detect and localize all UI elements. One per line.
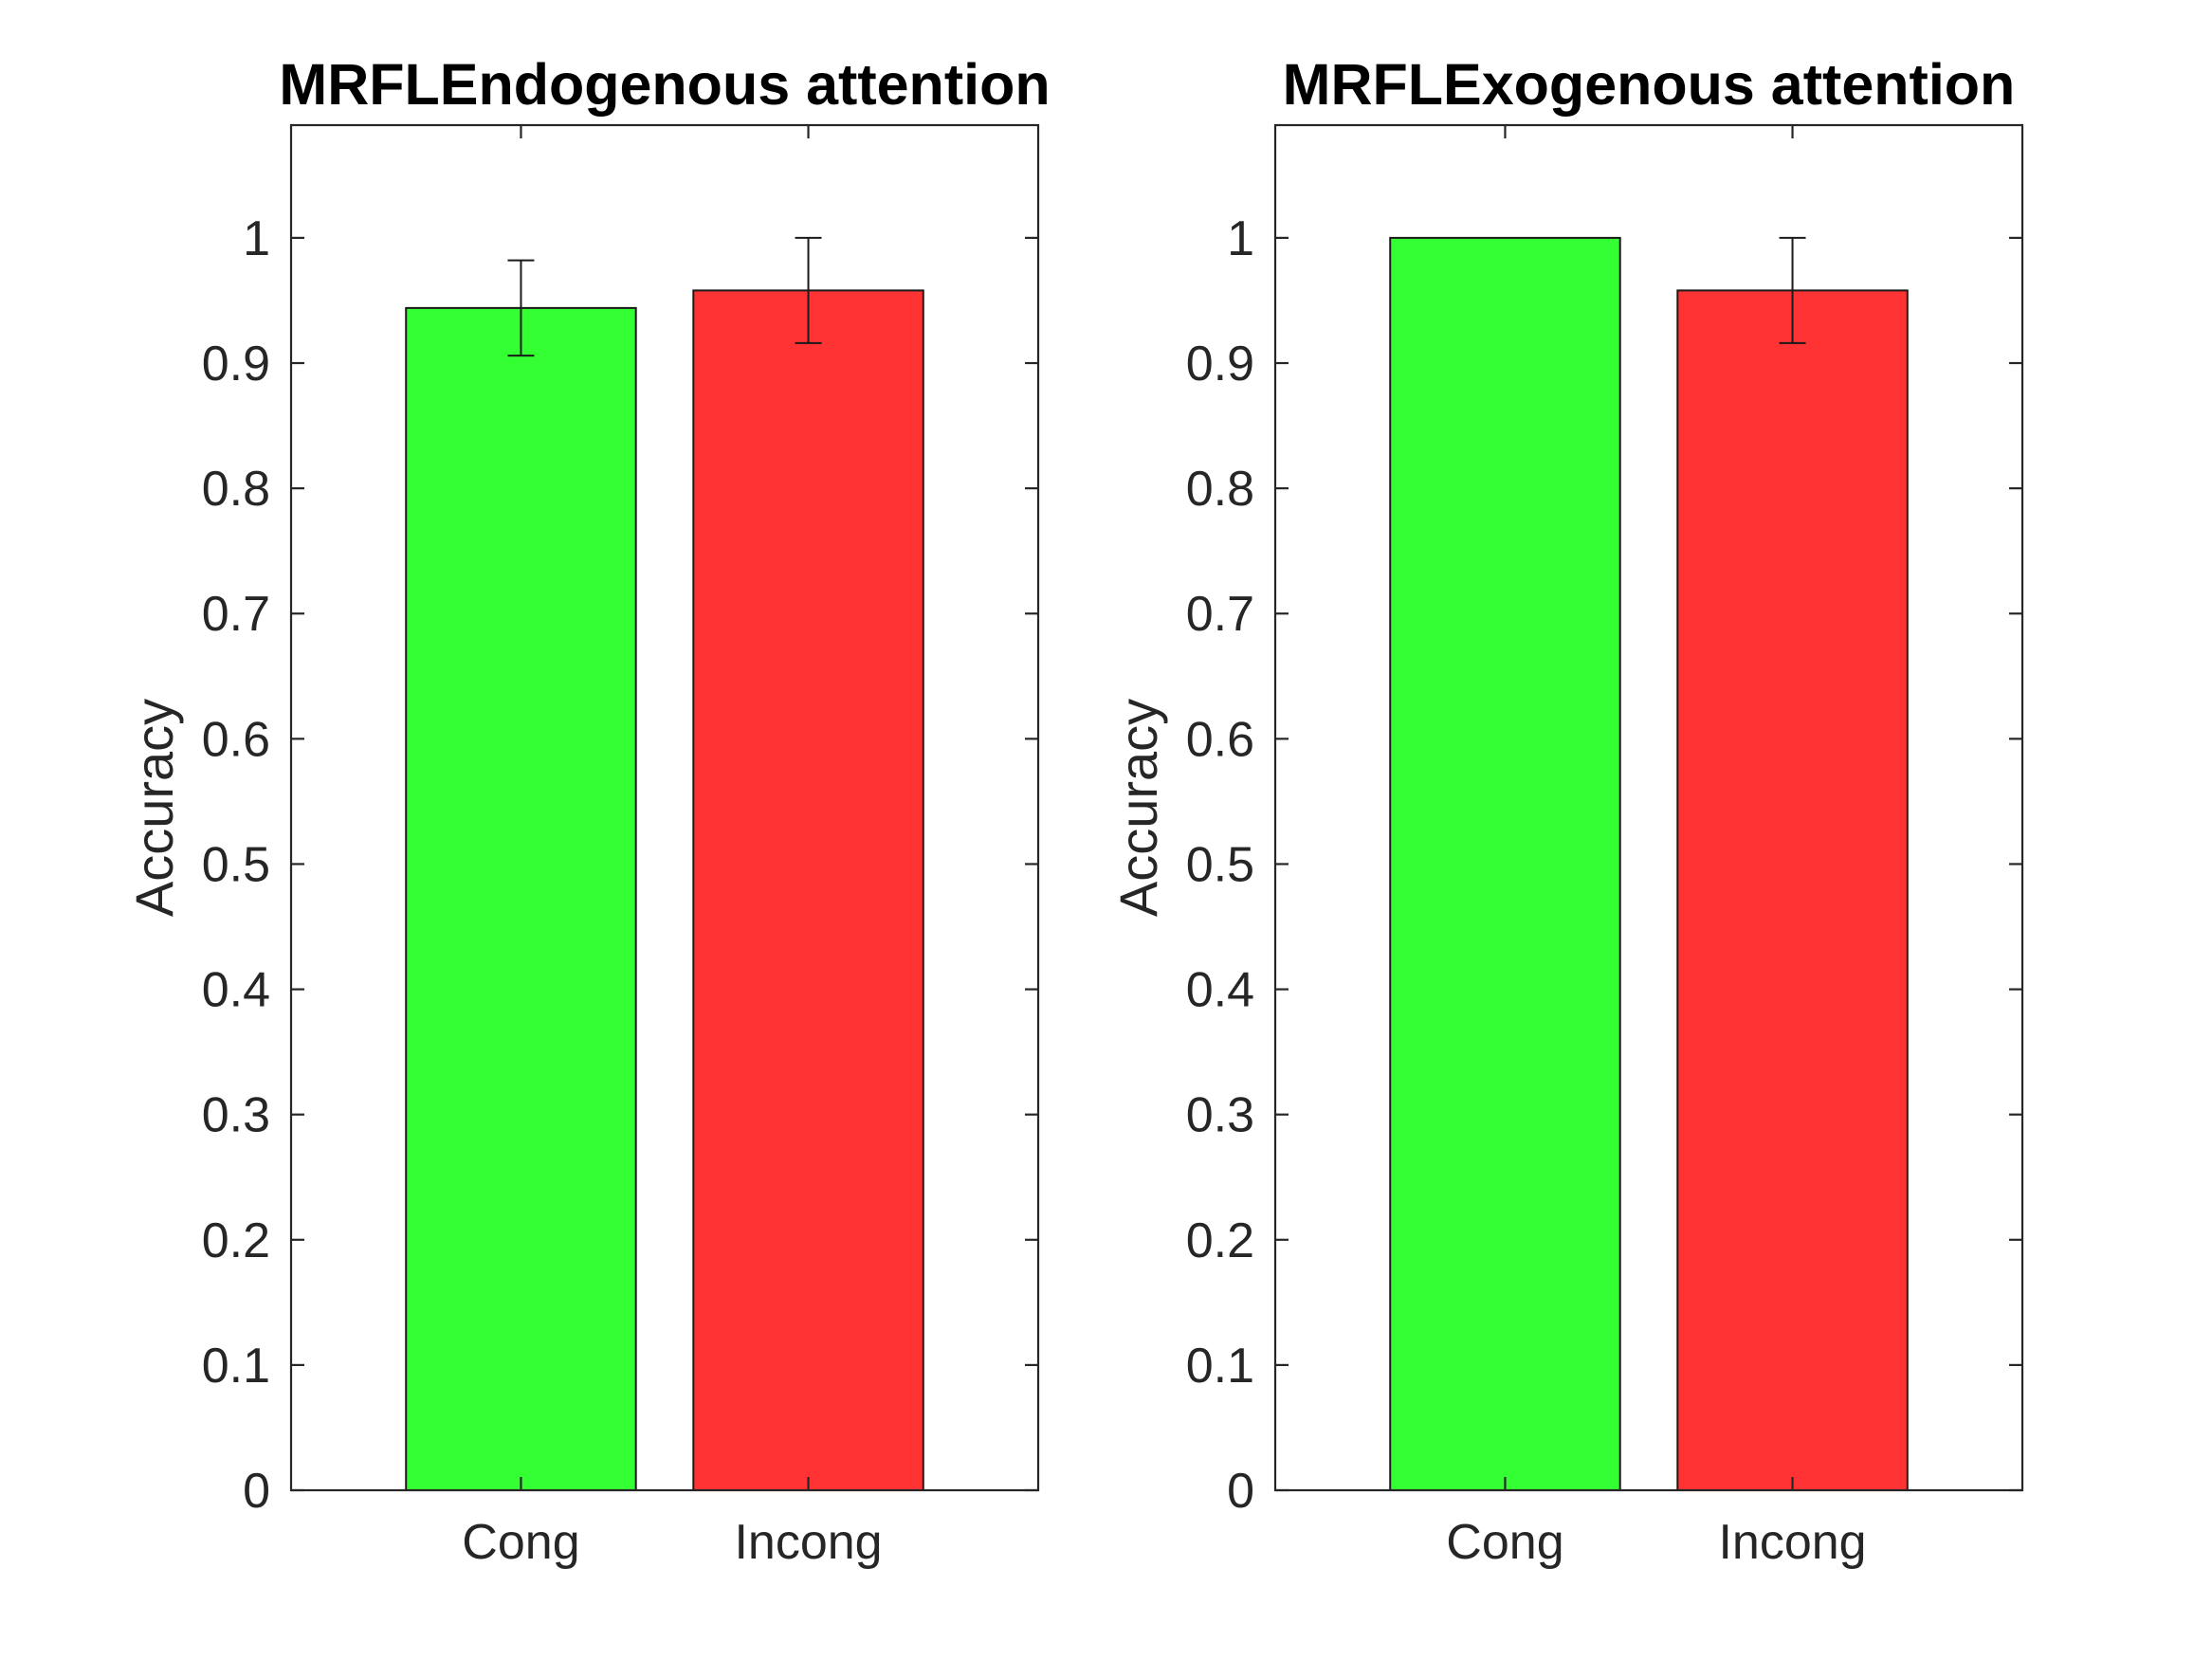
- bar-cong: [405, 306, 637, 1491]
- ytick-label: 0.6: [202, 712, 270, 767]
- ytick-label: 1: [1227, 211, 1254, 266]
- ytick-label: 0.5: [1186, 837, 1254, 892]
- ytick-label: 0: [1227, 1464, 1254, 1519]
- y-axis-label: Accuracy: [124, 699, 184, 917]
- ytick-label: 0.1: [1186, 1339, 1254, 1394]
- y-axis-label: Accuracy: [1108, 699, 1168, 917]
- ytick-label: 0.4: [1186, 963, 1254, 1018]
- axes-box: [1273, 123, 2024, 1492]
- bar-cong: [1389, 236, 1621, 1492]
- ytick-label: 0.3: [202, 1088, 270, 1143]
- chart-title: MRFLEndogenous attention: [279, 52, 1050, 117]
- xtick-label-cong: Cong: [1446, 1515, 1563, 1570]
- ytick-label: 0.7: [202, 587, 270, 642]
- xtick-label-cong: Cong: [462, 1515, 579, 1570]
- xtick-label-incong: Incong: [734, 1515, 882, 1570]
- ytick-label: 0.1: [202, 1339, 270, 1394]
- chart-title: MRFLExogenous attention: [1283, 52, 2016, 117]
- ytick-label: 0.5: [202, 837, 270, 892]
- ytick-label: 0.8: [202, 462, 270, 517]
- bar-incong: [692, 289, 924, 1491]
- axes-box: [289, 123, 1040, 1492]
- ytick-label: 0.4: [202, 963, 270, 1018]
- ytick-label: 0.2: [1186, 1213, 1254, 1268]
- panel-exogenous: 0 0.1 0.2 0.3 0.4 0.5 0.6 0.7 0.8 0.9 1 Cong Incong M…: [1108, 52, 2024, 1570]
- ytick-label: 0.8: [1186, 462, 1254, 517]
- ytick-label: 1: [243, 211, 270, 266]
- bar-incong: [1676, 289, 1909, 1491]
- panel-endogenous: 0 0.1 0.2 0.3 0.4 0.5 0.6 0.7 0.8 0.9 1 Cong Incong M…: [124, 52, 1051, 1570]
- ytick-label: 0: [243, 1464, 270, 1519]
- ytick-label: 0.3: [1186, 1088, 1254, 1143]
- ytick-label: 0.7: [1186, 587, 1254, 642]
- ytick-label: 0.9: [202, 337, 270, 392]
- ytick-label: 0.9: [1186, 337, 1254, 392]
- ytick-label: 0.6: [1186, 712, 1254, 767]
- xtick-label-incong: Incong: [1718, 1515, 1866, 1570]
- ytick-label: 0.2: [202, 1213, 270, 1268]
